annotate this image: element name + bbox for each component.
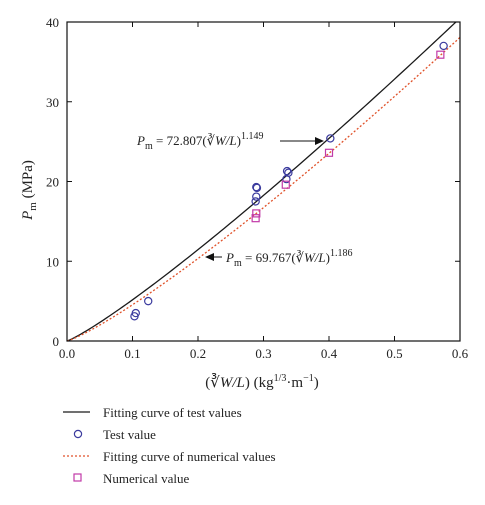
y-tick-label: 40: [46, 15, 59, 30]
annotation-test-equation: Pm = 72.807(∛W/L)1.149: [136, 131, 263, 152]
x-tick-label: 0.6: [452, 346, 469, 361]
x-tick-label: 0.4: [321, 346, 338, 361]
plot-area: [66, 21, 461, 342]
numerical-value-point: [436, 50, 445, 59]
test-value-point: [144, 296, 153, 306]
test-value-point: [439, 41, 448, 51]
test-value-point: [284, 168, 293, 177]
annotation-arrows: [205, 137, 324, 261]
legend-symbol-circle: [73, 429, 83, 439]
plot-frame: [66, 21, 461, 342]
x-tick-label: 0.2: [190, 346, 206, 361]
y-axis-title: Pm (MPa): [20, 160, 39, 221]
y-tick-label: 10: [46, 254, 59, 269]
y-tick-label: 30: [46, 95, 59, 110]
annotation-arrowhead-2: [205, 253, 214, 261]
test-value-point: [326, 134, 335, 143]
y-tick-label: 20: [46, 175, 59, 190]
numerical-fit-curve: [66, 36, 461, 342]
legend-label-2: Fitting curve of numerical values: [103, 449, 276, 464]
legend: Fitting curve of test values Test value …: [63, 405, 276, 486]
x-axis-title: (∛W/L) (kg1/3·m−1): [205, 373, 318, 391]
legend-label-3: Numerical value: [103, 471, 189, 486]
legend-label-1: Test value: [103, 427, 156, 442]
annotation-numerical-equation: Pm = 69.767(∛W/L)1.186: [225, 248, 352, 269]
x-tick-label: 0.3: [255, 346, 271, 361]
legend-label-0: Fitting curve of test values: [103, 405, 242, 420]
test-value-point: [282, 166, 292, 176]
axes: 0.0 0.1 0.2 0.3 0.4 0.5 0.6 0 10 20 30 40: [46, 15, 469, 361]
test-fit-curve: [66, 21, 457, 342]
numerical-value-point: [252, 209, 261, 218]
legend-symbol-square: [73, 473, 82, 482]
numerical-value-point: [324, 148, 334, 157]
test-value-point: [252, 183, 262, 193]
y-tick-label: 0: [53, 334, 60, 349]
x-tick-label: 0.0: [59, 346, 75, 361]
x-tick-label: 0.5: [386, 346, 402, 361]
test-value-point: [251, 197, 260, 206]
test-value-point: [252, 192, 261, 201]
x-tick-label: 0.1: [124, 346, 140, 361]
numerical-value-point: [281, 180, 290, 189]
test-value-point: [131, 308, 140, 318]
annotation-arrowhead-1: [315, 137, 324, 145]
numerical-value-point: [251, 214, 260, 223]
